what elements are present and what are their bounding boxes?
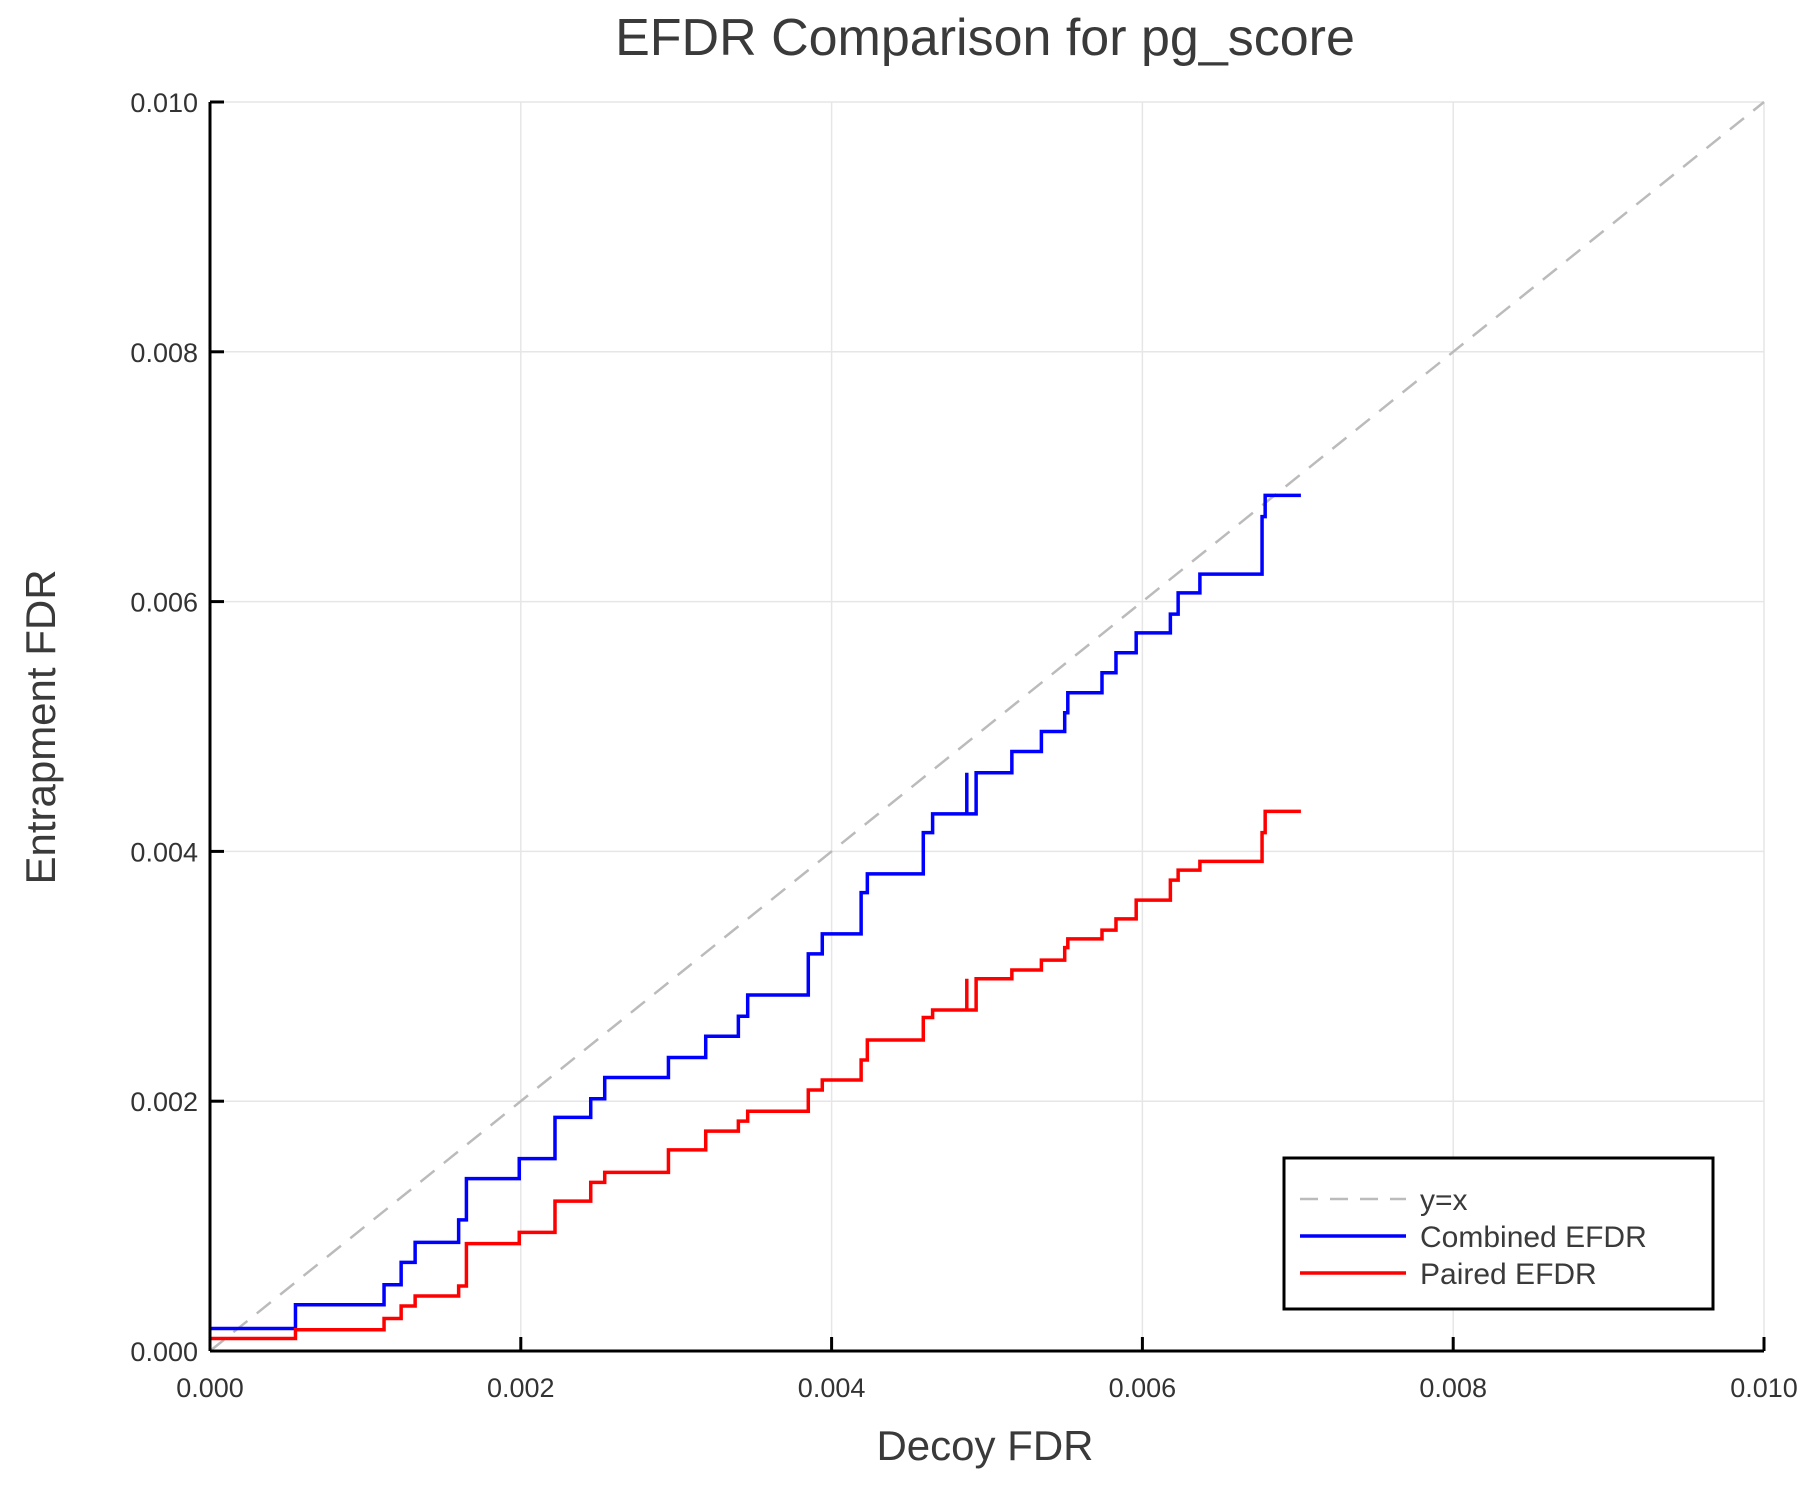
legend-label: Paired EFDR: [1420, 1258, 1597, 1291]
y-tick-label: 0.000: [130, 1337, 198, 1367]
chart-title: EFDR Comparison for pg_score: [615, 9, 1355, 67]
series-line-paired-efdr: [210, 809, 1301, 1341]
y-tick-label: 0.006: [130, 588, 198, 618]
x-tick-label: 0.002: [487, 1373, 555, 1403]
x-tick-label: 0.008: [1419, 1373, 1487, 1403]
x-tick-label: 0.006: [1109, 1373, 1177, 1403]
x-tick-label: 0.010: [1730, 1373, 1798, 1403]
y-tick-label: 0.010: [130, 88, 198, 118]
x-tick-label: 0.004: [798, 1373, 866, 1403]
y-tick-label: 0.004: [130, 837, 198, 867]
series-group: [209, 101, 1765, 1352]
axes: 0.000 0.002 0.004 0.006 0.008 0.010 0.000 0.002…: [130, 88, 1797, 1403]
legend-label: Combined EFDR: [1420, 1221, 1647, 1254]
legend: y=x Combined EFDR Paired EFDR: [1282, 1156, 1715, 1311]
y-axis-label: Entrapment FDR: [17, 569, 64, 884]
x-axis-label: Decoy FDR: [876, 1422, 1093, 1469]
legend-box: [1282, 1156, 1715, 1311]
series-line-y-x: [209, 101, 1765, 1352]
series-line-combined-efdr: [210, 493, 1301, 1331]
x-tick-label: 0.000: [176, 1373, 244, 1403]
y-tick-label: 0.002: [130, 1087, 198, 1117]
legend-label: y=x: [1420, 1184, 1468, 1217]
y-tick-label: 0.008: [130, 338, 198, 368]
